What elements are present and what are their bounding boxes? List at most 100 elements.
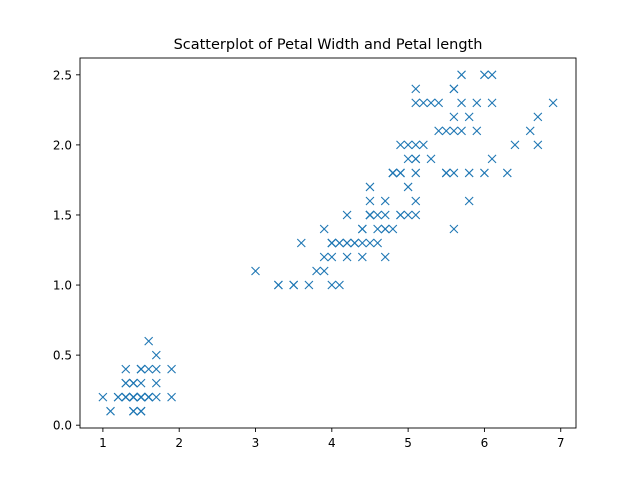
data-point <box>327 280 337 290</box>
data-point <box>289 280 299 290</box>
data-point <box>411 168 421 178</box>
data-point <box>319 252 329 262</box>
data-point <box>396 210 405 220</box>
data-point <box>129 406 138 416</box>
data-point <box>426 154 436 164</box>
x-tick-label: 2 <box>175 436 183 450</box>
y-tick-label: 2.5 <box>53 68 72 82</box>
data-point <box>121 392 131 402</box>
data-point <box>319 224 329 234</box>
data-point <box>449 112 459 122</box>
data-point <box>457 70 466 80</box>
y-axis: 0.0 0.5 1.0 1.5 2.0 2.5 <box>53 68 80 433</box>
data-point <box>396 168 405 178</box>
data-point <box>274 280 283 290</box>
data-point <box>472 126 482 136</box>
data-point <box>373 238 382 248</box>
data-point <box>350 238 360 248</box>
data-point <box>129 378 138 388</box>
data-point <box>396 140 405 150</box>
data-point <box>136 406 146 416</box>
data-point <box>449 84 459 94</box>
data-point <box>144 336 154 346</box>
data-point <box>327 238 337 248</box>
data-point <box>464 112 474 122</box>
data-point <box>403 140 413 150</box>
data-point <box>357 238 367 248</box>
data-point <box>426 98 436 108</box>
data-point <box>151 392 161 402</box>
data-point <box>411 196 421 206</box>
data-point <box>441 168 451 178</box>
data-point <box>319 266 329 276</box>
x-tick-label: 4 <box>328 436 336 450</box>
data-point <box>373 224 382 234</box>
data-point <box>136 364 146 374</box>
data-point <box>449 168 459 178</box>
data-point <box>335 238 344 248</box>
data-point <box>457 98 466 108</box>
data-point <box>449 224 459 234</box>
data-point <box>388 168 398 178</box>
data-point <box>434 126 444 136</box>
data-point <box>457 126 466 136</box>
data-point <box>296 238 306 248</box>
data-point <box>480 168 489 178</box>
data-point <box>434 98 444 108</box>
data-point <box>548 98 558 108</box>
data-point <box>151 364 161 374</box>
x-tick-label: 5 <box>404 436 412 450</box>
y-tick-label: 0.0 <box>53 419 72 433</box>
data-point <box>403 210 413 220</box>
data-point <box>365 182 375 192</box>
data-point <box>403 182 413 192</box>
data-point <box>380 210 390 220</box>
data-point <box>357 224 367 234</box>
data-point <box>487 154 497 164</box>
data-point <box>121 378 131 388</box>
data-point <box>510 140 520 150</box>
data-points <box>98 70 558 416</box>
x-tick-label: 7 <box>557 436 565 450</box>
data-point <box>525 126 535 136</box>
y-tick-label: 2.0 <box>53 138 72 152</box>
data-point <box>464 196 474 206</box>
data-point <box>441 126 451 136</box>
y-tick-label: 0.5 <box>53 349 72 363</box>
data-point <box>487 70 497 80</box>
data-point <box>167 392 176 402</box>
data-point <box>151 350 161 360</box>
data-point <box>411 84 421 94</box>
data-point <box>365 196 375 206</box>
plot-area-frame <box>79 57 577 429</box>
data-point <box>136 392 146 402</box>
data-point <box>144 392 154 402</box>
y-tick-label: 1.0 <box>53 279 72 293</box>
data-point <box>380 252 390 262</box>
data-point <box>380 196 390 206</box>
data-point <box>98 392 108 402</box>
data-point <box>502 168 512 178</box>
data-point <box>342 238 352 248</box>
data-point <box>411 210 421 220</box>
data-point <box>533 112 543 122</box>
data-point <box>403 154 413 164</box>
data-point <box>151 378 161 388</box>
data-point <box>251 266 260 276</box>
data-point <box>335 280 344 290</box>
data-point <box>327 252 337 262</box>
data-point <box>411 154 421 164</box>
data-point <box>144 364 154 374</box>
data-point <box>357 252 367 262</box>
data-point <box>449 126 459 136</box>
data-point <box>365 238 375 248</box>
data-point <box>418 140 428 150</box>
data-point <box>480 70 489 80</box>
data-point <box>365 210 375 220</box>
data-point <box>167 364 176 374</box>
data-point <box>388 224 398 234</box>
data-point <box>304 280 314 290</box>
data-point <box>464 168 474 178</box>
